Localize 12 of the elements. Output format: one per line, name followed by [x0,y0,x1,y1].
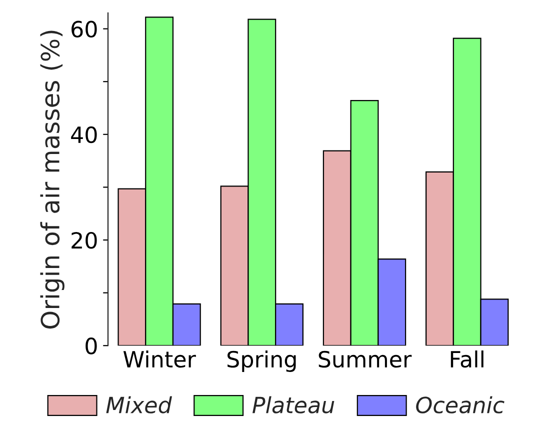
x-tick-label: Winter [123,350,196,368]
x-tick-label: Spring [228,350,296,372]
legend-label: Oceanic [416,396,504,414]
y-axis-title: Origin of air masses (%) [40,30,64,329]
y-tick-label: 0 [86,338,97,354]
legend-label: Plateau [252,396,334,414]
x-tick-label: Fall [450,350,484,368]
x-tick-label: Summer [318,350,412,368]
y-tick-label: 20 [72,232,97,249]
y-tick-label: 40 [71,126,97,144]
y-tick-label: 60 [72,20,97,38]
legend-label: Mixed [106,396,172,414]
